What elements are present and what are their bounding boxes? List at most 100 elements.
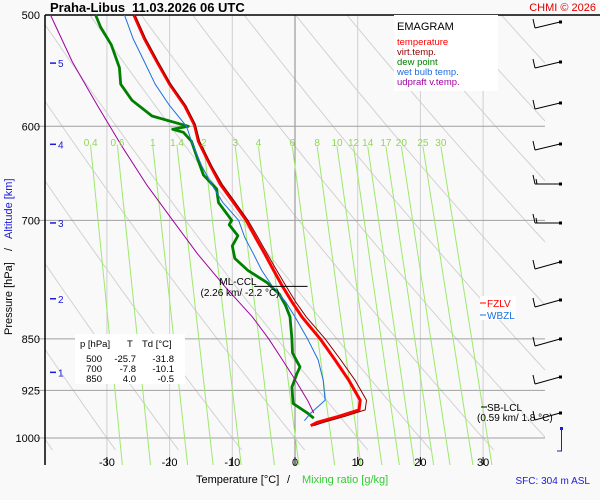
dry-adiabat-line <box>45 100 306 451</box>
wind-barb-station-dot <box>559 142 562 146</box>
series-virt-temp <box>134 14 367 427</box>
mixing-ratio-lines <box>90 146 493 465</box>
y-tick-label: 925 <box>22 385 40 397</box>
mixing-ratio-label: 4 <box>256 138 262 149</box>
wind-barb-station-dot <box>559 20 562 24</box>
x-tick-label: -10 <box>224 457 240 469</box>
altitude-tick-label: 3 <box>58 219 64 230</box>
table-header-td: Td [°C] <box>142 339 172 350</box>
level-labels-bg <box>480 296 516 320</box>
wind-barb-station-dot <box>559 375 562 379</box>
x-tick-label: 20 <box>414 457 426 469</box>
mixing-ratio-label: 10 <box>331 138 343 149</box>
legend-box <box>394 15 498 91</box>
wind-barb-station-dot <box>559 60 562 64</box>
wind-barb-station-dot <box>559 337 562 341</box>
x-tick-label: 10 <box>352 457 364 469</box>
legend-updraft: udpraft v.temp. <box>397 77 460 88</box>
dry-adiabat-line <box>45 23 369 451</box>
wind-barb-flag <box>532 213 536 224</box>
legend-temperature: temperature <box>397 37 448 48</box>
wind-barb-station-dot <box>559 221 562 225</box>
y-tick-label: 600 <box>22 121 40 133</box>
mixing-ratio-label: 14 <box>362 138 374 149</box>
wind-barb-station-dot <box>559 182 562 186</box>
mixing-ratio-label: 25 <box>417 138 429 149</box>
wind-barb-staff <box>534 376 561 385</box>
y-axis-sep: / <box>3 247 15 251</box>
surface-wind-marker <box>557 427 563 452</box>
table-cell: 4.0 <box>123 374 136 385</box>
x-tick-label: 30 <box>477 457 489 469</box>
data-table-bg <box>75 334 185 384</box>
table-cell: -25.7 <box>114 354 136 365</box>
x-tick-label: -30 <box>99 457 115 469</box>
dry-adiabat-line <box>449 15 545 122</box>
altitude-tick-label: 2 <box>58 295 64 306</box>
mixing-ratio-label: 0.4 <box>84 138 98 149</box>
mixing-ratio-label: 30 <box>435 138 447 149</box>
mixing-ratio-label: 1.4 <box>170 138 184 149</box>
y-axis-label: Pressure [hPa] <box>3 262 15 335</box>
mixing-ratio-line <box>234 146 275 465</box>
table-header-t: T <box>127 339 133 350</box>
wind-barb <box>532 174 562 186</box>
series-dew-point <box>94 14 315 420</box>
wind-barb <box>532 213 562 225</box>
wind-barb-half-flag <box>535 178 538 185</box>
station-title: Praha-Libus <box>50 0 125 15</box>
wind-barb-station-dot <box>559 411 562 415</box>
grid-layer <box>37 0 600 465</box>
wind-barb-staff <box>534 143 561 151</box>
dry-adiabat-line <box>243 15 545 371</box>
dry-adiabat-line <box>581 0 600 450</box>
fzlv-label: FZLV <box>487 299 511 310</box>
wind-barb <box>532 410 562 421</box>
dry-adiabat-line <box>45 262 180 451</box>
y-tick-label: 700 <box>22 215 40 227</box>
series-layer <box>50 14 367 428</box>
surface-elevation: SFC: 304 m ASL <box>516 476 591 487</box>
legend-wet-bulb: wet bulb temp. <box>396 67 459 78</box>
table-cell: -7.8 <box>120 364 136 375</box>
wind-barb-half-flag <box>535 217 538 224</box>
wind-barb-flag <box>532 18 536 29</box>
wind-barb <box>532 140 562 151</box>
wind-barb-flag <box>532 58 536 69</box>
table-cell: -10.1 <box>152 364 174 375</box>
wind-barb-staff <box>534 412 561 421</box>
mixing-ratio-label: 2 <box>201 138 207 149</box>
wind-barb-staff <box>534 261 561 270</box>
wind-barb <box>532 58 562 69</box>
ml-ccl-detail: (2.26 km/ -2.2 °C) <box>200 288 279 299</box>
sb-lcl-detail: (0.59 km/ 1.8 °C) <box>477 413 553 424</box>
mixing-ratio-line <box>203 146 242 465</box>
series-temperature <box>132 14 362 428</box>
wind-barb <box>532 297 562 308</box>
wind-barb-staff <box>534 102 561 110</box>
dry-adiabat-line <box>294 15 545 306</box>
mixing-ratio-label: 20 <box>396 138 408 149</box>
wind-barb <box>532 336 562 347</box>
dry-adiabat-line <box>45 348 117 451</box>
wbzl-label: WBZL <box>487 311 515 322</box>
wind-barb-staff <box>534 299 561 308</box>
mixing-ratio-line <box>385 146 435 465</box>
wind-barb-flag <box>532 374 536 385</box>
mixing-ratio-layer <box>90 146 493 465</box>
ml-ccl-label: ML-CCL <box>219 277 257 288</box>
mixing-ratio-line <box>440 146 493 465</box>
x-tick-label: 0 <box>292 457 298 469</box>
mixing-ratio-label: 8 <box>314 138 320 149</box>
x-axis-sep: / <box>287 474 291 486</box>
dry-adiabat-line <box>346 15 545 243</box>
table-cell: 850 <box>86 374 102 385</box>
wind-barb-station-dot <box>559 101 562 105</box>
wind-barb <box>532 374 562 385</box>
sb-lcl-label: SB-LCL <box>487 403 522 414</box>
chart-datetime: 11.03.2026 06 UTC <box>132 0 245 15</box>
series-wet-bulb-temp <box>124 14 326 422</box>
wind-barb-staff <box>534 338 561 347</box>
x-tick-label: -20 <box>162 457 178 469</box>
